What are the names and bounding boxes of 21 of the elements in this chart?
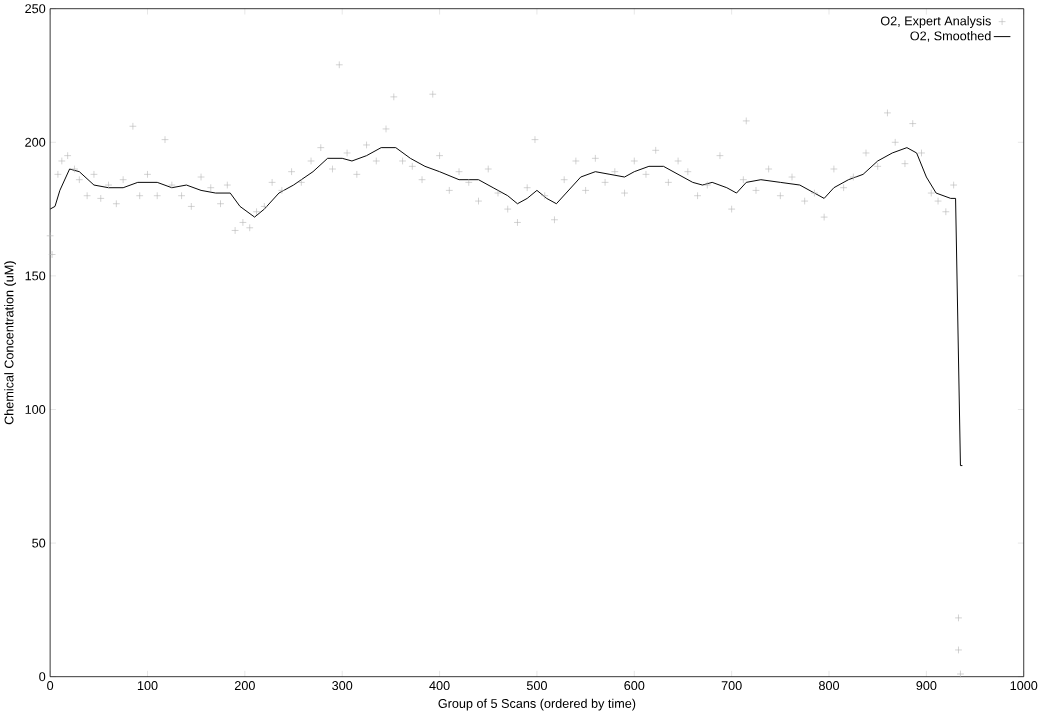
y-tick-label: 250 [25, 4, 46, 14]
y-tick-label: 50 [32, 538, 46, 548]
y-axis-title: Chemical Concentration (uM) [4, 261, 17, 425]
y-tick-label: 150 [25, 271, 46, 281]
y-tick-label: 0 [39, 672, 46, 682]
y-tick-label: 200 [25, 137, 46, 147]
x-tick-label: 400 [429, 681, 450, 691]
x-tick-label: 0 [47, 681, 54, 691]
x-tick-label: 500 [526, 681, 547, 691]
x-tick-label: 300 [332, 681, 353, 691]
x-tick-label: 900 [916, 681, 937, 691]
x-tick-label: 200 [234, 681, 255, 691]
x-tick-label: 100 [137, 681, 158, 691]
x-tick-label: 600 [624, 681, 645, 691]
legend-label: O2, Expert Analysis [880, 16, 991, 29]
x-axis-title: Group of 5 Scans (ordered by time) [438, 698, 636, 711]
y-tick-label: 100 [25, 405, 46, 415]
legend-label: O2, Smoothed [910, 31, 991, 42]
x-tick-label: 700 [721, 681, 742, 691]
x-tick-label: 800 [819, 681, 840, 691]
x-tick-label: 1000 [1010, 681, 1038, 691]
